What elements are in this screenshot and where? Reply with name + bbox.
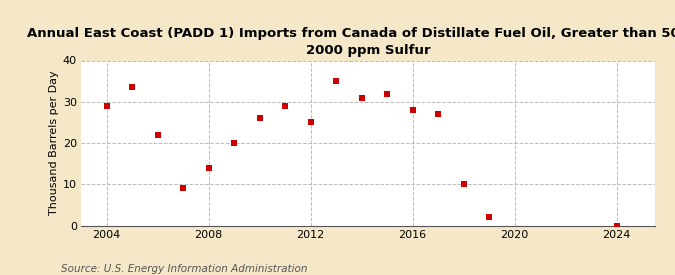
Point	[254, 116, 265, 120]
Point	[279, 104, 290, 108]
Point	[433, 112, 443, 116]
Point	[356, 95, 367, 100]
Point	[203, 166, 214, 170]
Point	[381, 91, 392, 96]
Point	[407, 108, 418, 112]
Point	[152, 133, 163, 137]
Point	[305, 120, 316, 125]
Title: Annual East Coast (PADD 1) Imports from Canada of Distillate Fuel Oil, Greater t: Annual East Coast (PADD 1) Imports from …	[27, 27, 675, 57]
Point	[178, 186, 188, 191]
Text: Source: U.S. Energy Information Administration: Source: U.S. Energy Information Administ…	[61, 264, 307, 274]
Point	[458, 182, 469, 186]
Point	[101, 104, 112, 108]
Point	[331, 79, 342, 83]
Point	[127, 85, 138, 90]
Point	[611, 223, 622, 228]
Y-axis label: Thousand Barrels per Day: Thousand Barrels per Day	[49, 71, 59, 215]
Point	[229, 141, 240, 145]
Point	[483, 215, 494, 219]
